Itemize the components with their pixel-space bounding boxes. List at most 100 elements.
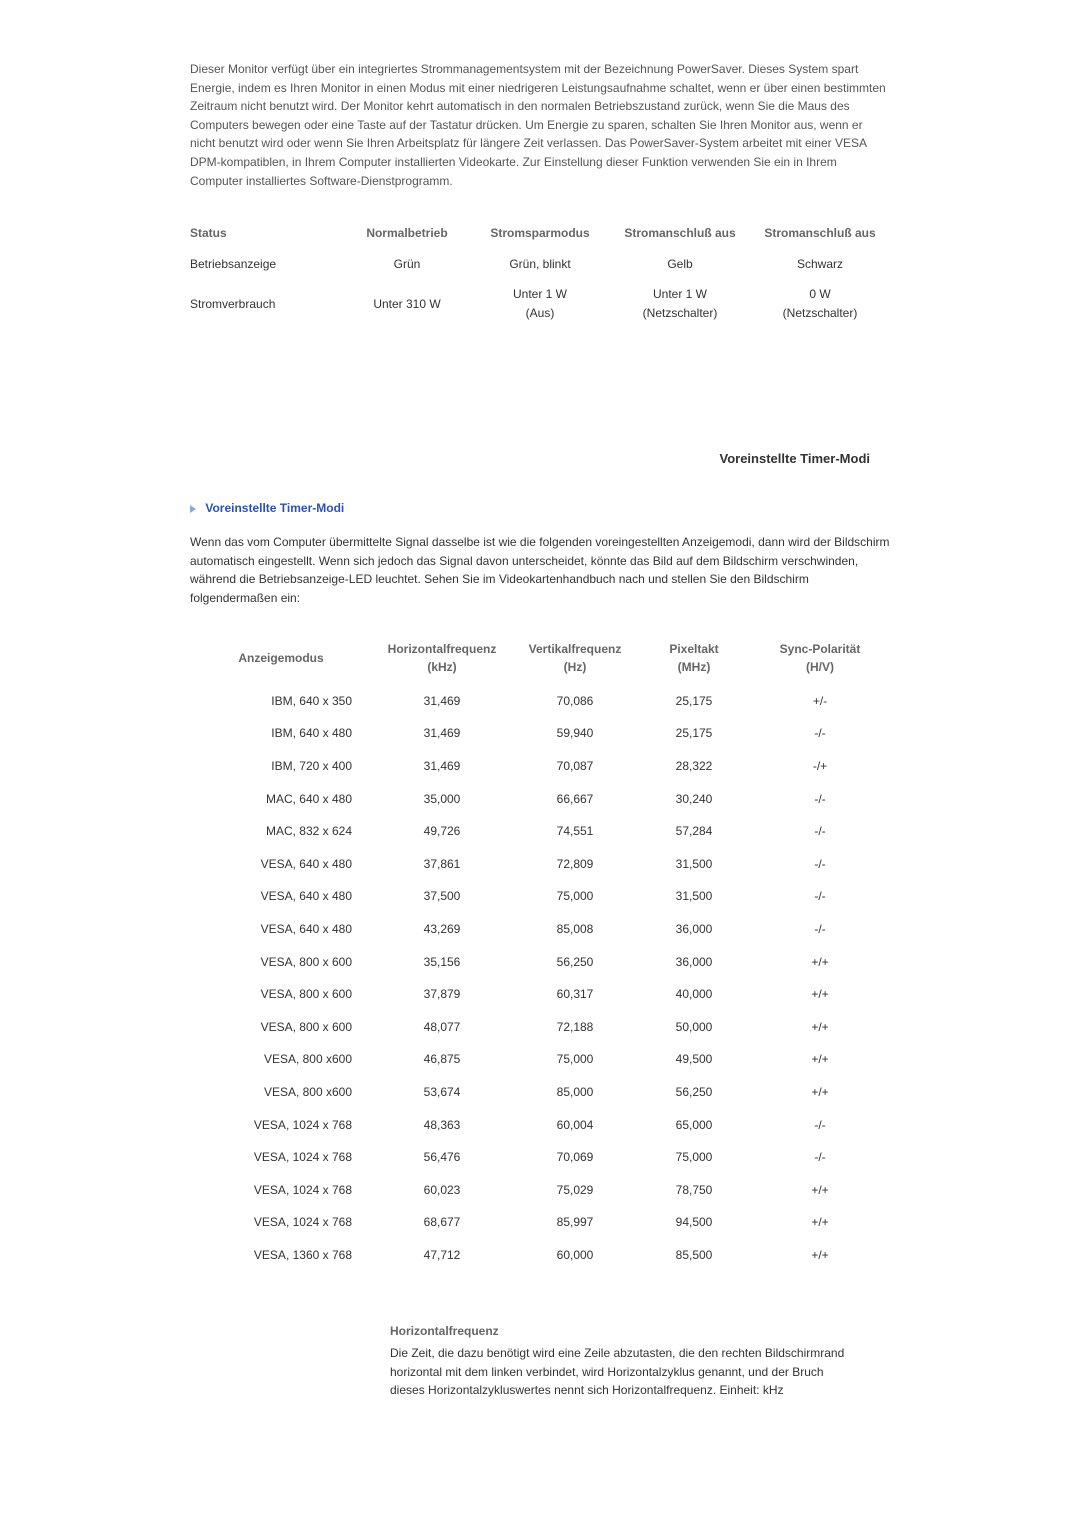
table-row: VESA, 640 x 48037,86172,80931,500-/- xyxy=(190,848,890,881)
table-cell: MAC, 640 x 480 xyxy=(190,783,372,816)
table-cell: VESA, 800 x 600 xyxy=(190,1011,372,1044)
table-cell: VESA, 800 x 600 xyxy=(190,946,372,979)
table-cell: 25,175 xyxy=(638,717,750,750)
table-cell: IBM, 640 x 350 xyxy=(190,685,372,718)
table-row: MAC, 640 x 48035,00066,66730,240-/- xyxy=(190,783,890,816)
table-row: VESA, 1024 x 76856,47670,06975,000-/- xyxy=(190,1141,890,1174)
table-cell: IBM, 720 x 400 xyxy=(190,750,372,783)
table-cell: +/+ xyxy=(750,1239,890,1272)
table-row: IBM, 640 x 48031,46959,94025,175-/- xyxy=(190,717,890,750)
table-cell: +/+ xyxy=(750,1076,890,1109)
table-cell: 60,317 xyxy=(512,978,638,1011)
table-cell: -/- xyxy=(750,913,890,946)
table-cell: 31,469 xyxy=(372,685,512,718)
definition-title: Horizontalfrequenz xyxy=(390,1322,850,1341)
table-row: VESA, 800 x60053,67485,00056,250+/+ xyxy=(190,1076,890,1109)
table-cell: VESA, 1024 x 768 xyxy=(190,1174,372,1207)
table-cell: Schwarz xyxy=(750,249,890,280)
table-cell: 85,000 xyxy=(512,1076,638,1109)
table-cell: VESA, 640 x 480 xyxy=(190,848,372,881)
status-col-header: Normalbetrieb xyxy=(344,218,470,249)
table-cell: +/+ xyxy=(750,1174,890,1207)
table-cell: 70,086 xyxy=(512,685,638,718)
table-cell: VESA, 800 x 600 xyxy=(190,978,372,1011)
table-cell: 40,000 xyxy=(638,978,750,1011)
table-cell: -/- xyxy=(750,1109,890,1142)
table-cell: Unter 1 W(Aus) xyxy=(470,279,610,328)
timing-col-header: Pixeltakt(MHz) xyxy=(638,632,750,685)
row-label: Stromverbrauch xyxy=(190,279,344,328)
table-cell: 49,726 xyxy=(372,815,512,848)
table-cell: 75,000 xyxy=(512,880,638,913)
table-row: VESA, 640 x 48037,50075,00031,500-/- xyxy=(190,880,890,913)
status-col-header: Stromanschluß aus xyxy=(610,218,750,249)
table-cell: Unter 1 W(Netzschalter) xyxy=(610,279,750,328)
table-row: StromverbrauchUnter 310 WUnter 1 W(Aus)U… xyxy=(190,279,890,328)
timing-col-header: Horizontalfrequenz(kHz) xyxy=(372,632,512,685)
timing-intro-paragraph: Wenn das vom Computer übermittelte Signa… xyxy=(190,533,890,607)
table-row: VESA, 1360 x 76847,71260,00085,500+/+ xyxy=(190,1239,890,1272)
status-table-header-row: StatusNormalbetriebStromsparmodusStroman… xyxy=(190,218,890,249)
timing-col-header: Anzeigemodus xyxy=(190,632,372,685)
row-label: Betriebsanzeige xyxy=(190,249,344,280)
table-cell: Grün, blinkt xyxy=(470,249,610,280)
table-cell: +/+ xyxy=(750,1011,890,1044)
timing-table-header-row: AnzeigemodusHorizontalfrequenz(kHz)Verti… xyxy=(190,632,890,685)
table-cell: 72,809 xyxy=(512,848,638,881)
page-root: Dieser Monitor verfügt über ein integrie… xyxy=(0,0,1080,1440)
timing-table: AnzeigemodusHorizontalfrequenz(kHz)Verti… xyxy=(190,632,890,1272)
content-area: Dieser Monitor verfügt über ein integrie… xyxy=(190,60,890,1400)
table-cell: 31,500 xyxy=(638,880,750,913)
table-cell: -/- xyxy=(750,783,890,816)
table-cell: 85,500 xyxy=(638,1239,750,1272)
table-cell: 85,997 xyxy=(512,1206,638,1239)
section-label-right: Voreinstellte Timer-Modi xyxy=(190,449,890,469)
table-cell: IBM, 640 x 480 xyxy=(190,717,372,750)
table-cell: VESA, 800 x600 xyxy=(190,1076,372,1109)
status-col-header: Status xyxy=(190,218,344,249)
sub-heading-text: Voreinstellte Timer-Modi xyxy=(205,501,344,515)
table-cell: 46,875 xyxy=(372,1043,512,1076)
status-table: StatusNormalbetriebStromsparmodusStroman… xyxy=(190,218,890,328)
table-cell: 48,363 xyxy=(372,1109,512,1142)
arrow-right-icon xyxy=(190,505,196,513)
table-row: VESA, 640 x 48043,26985,00836,000-/- xyxy=(190,913,890,946)
table-row: IBM, 640 x 35031,46970,08625,175+/- xyxy=(190,685,890,718)
table-cell: VESA, 640 x 480 xyxy=(190,880,372,913)
table-cell: 74,551 xyxy=(512,815,638,848)
table-cell: 66,667 xyxy=(512,783,638,816)
table-cell: 85,008 xyxy=(512,913,638,946)
table-cell: 28,322 xyxy=(638,750,750,783)
status-table-body: BetriebsanzeigeGrünGrün, blinktGelbSchwa… xyxy=(190,249,890,329)
table-cell: 60,004 xyxy=(512,1109,638,1142)
table-cell: +/- xyxy=(750,685,890,718)
timing-table-body: IBM, 640 x 35031,46970,08625,175+/-IBM, … xyxy=(190,685,890,1272)
table-cell: 50,000 xyxy=(638,1011,750,1044)
table-cell: VESA, 1024 x 768 xyxy=(190,1109,372,1142)
table-cell: 36,000 xyxy=(638,913,750,946)
table-row: VESA, 800 x60046,87575,00049,500+/+ xyxy=(190,1043,890,1076)
table-cell: 31,469 xyxy=(372,750,512,783)
table-row: MAC, 832 x 62449,72674,55157,284-/- xyxy=(190,815,890,848)
table-cell: 37,861 xyxy=(372,848,512,881)
definition-body: Die Zeit, die dazu benötigt wird eine Ze… xyxy=(390,1344,850,1400)
table-cell: 49,500 xyxy=(638,1043,750,1076)
table-cell: 75,000 xyxy=(512,1043,638,1076)
timing-col-header: Sync-Polarität(H/V) xyxy=(750,632,890,685)
table-cell: 56,250 xyxy=(512,946,638,979)
table-row: VESA, 800 x 60035,15656,25036,000+/+ xyxy=(190,946,890,979)
table-row: VESA, 800 x 60048,07772,18850,000+/+ xyxy=(190,1011,890,1044)
table-cell: VESA, 1024 x 768 xyxy=(190,1141,372,1174)
table-cell: -/- xyxy=(750,848,890,881)
table-cell: 56,250 xyxy=(638,1076,750,1109)
table-cell: 37,879 xyxy=(372,978,512,1011)
table-cell: 70,087 xyxy=(512,750,638,783)
table-cell: 70,069 xyxy=(512,1141,638,1174)
table-cell: VESA, 1360 x 768 xyxy=(190,1239,372,1272)
table-cell: 59,940 xyxy=(512,717,638,750)
table-cell: 75,029 xyxy=(512,1174,638,1207)
table-cell: 72,188 xyxy=(512,1011,638,1044)
table-cell: 75,000 xyxy=(638,1141,750,1174)
table-cell: VESA, 640 x 480 xyxy=(190,913,372,946)
table-cell: 65,000 xyxy=(638,1109,750,1142)
